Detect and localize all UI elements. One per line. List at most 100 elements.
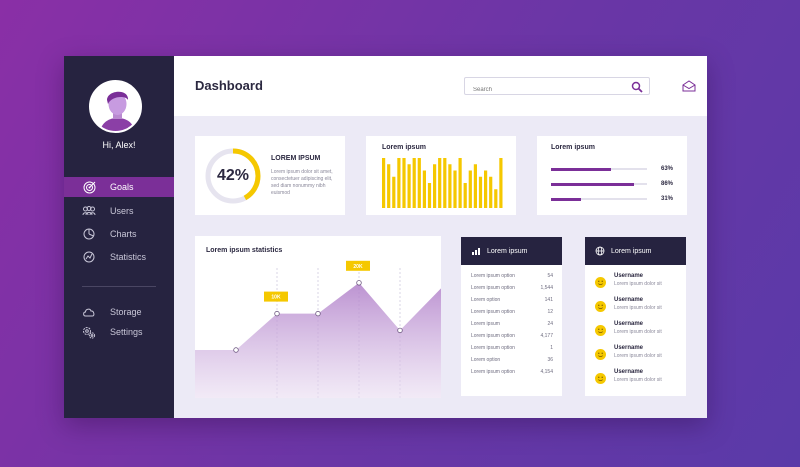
page-title: Dashboard: [195, 78, 263, 93]
data-point[interactable]: [356, 280, 362, 286]
list-item: Lorem ipsum option 4,177: [471, 333, 553, 345]
list-item: Lorem option 36: [471, 357, 553, 369]
header: Dashboard: [174, 56, 707, 116]
card-title: Lorem ipsum statistics: [206, 247, 283, 254]
progress-row: 63%: [551, 164, 691, 174]
list-item-label: Lorem ipsum: [471, 321, 500, 327]
bar: [473, 164, 477, 208]
list-item-value: 54: [547, 273, 553, 279]
list-item-label: Lorem option: [471, 357, 501, 363]
sidebar-item-users[interactable]: Users: [64, 201, 174, 221]
username: Username: [614, 297, 644, 303]
sidebar-item-statistics[interactable]: Statistics: [64, 247, 174, 267]
list-item-value: 36: [547, 357, 553, 363]
progress-fill: [551, 182, 634, 186]
users-panel: Lorem ipsum Username Lorem ipsum dolor si…: [585, 237, 686, 396]
card-title: Lorem ipsum: [551, 144, 595, 151]
list-item-value: 1: [550, 345, 553, 351]
bar-chart-icon: [471, 246, 481, 256]
value-callout: [264, 291, 288, 302]
user-list-item[interactable]: Username Lorem ipsum dolor sit: [595, 367, 695, 389]
bar: [392, 176, 396, 208]
username: Username: [614, 345, 644, 351]
list-item: Lorem ipsum 24: [471, 321, 553, 333]
bar: [448, 164, 452, 208]
progress-row: 31%: [551, 194, 691, 204]
bar: [433, 164, 437, 208]
list-item-value: 24: [547, 321, 553, 327]
area-series: [195, 282, 441, 398]
list-item-label: Lorem ipsum option: [471, 333, 515, 339]
list-item: Lorem ipsum option 12: [471, 309, 553, 321]
bar: [422, 170, 426, 208]
bar: [417, 158, 421, 208]
progress-track: [551, 167, 647, 171]
panel-header: Lorem ipsum: [585, 237, 686, 265]
sidebar-item-charts[interactable]: Charts: [64, 224, 174, 244]
smiley-icon: [595, 371, 606, 384]
list-item-label: Lorem ipsum option: [471, 309, 515, 315]
data-point[interactable]: [274, 310, 280, 317]
list-item-label: Lorem ipsum option: [471, 285, 515, 291]
progress-row: 86%: [551, 179, 691, 189]
sidebar-item-settings[interactable]: Settings: [64, 322, 174, 342]
target-icon: [82, 180, 96, 194]
user-subtitle: Lorem ipsum dolor sit: [614, 281, 662, 287]
user-list-item[interactable]: Username Lorem ipsum dolor sit: [595, 343, 695, 365]
data-point[interactable]: [233, 347, 239, 353]
user-list-item[interactable]: Username Lorem ipsum dolor sit: [595, 319, 695, 341]
search-icon[interactable]: [631, 80, 643, 93]
list-item-label: Lorem ipsum option: [471, 369, 515, 375]
search-input[interactable]: [473, 82, 623, 98]
goal-percent: 42%: [216, 167, 250, 184]
user-subtitle: Lorem ipsum dolor sit: [614, 377, 662, 383]
smiley-icon: [595, 275, 606, 288]
list-panel: Lorem ipsum Lorem ipsum option 54 Lorem ip…: [461, 237, 562, 396]
user-subtitle: Lorem ipsum dolor sit: [614, 305, 662, 311]
bar: [438, 158, 442, 208]
list-item-value: 141: [544, 297, 553, 303]
list-item-label: Lorem ipsum option: [471, 273, 515, 279]
sidebar-item-label: Charts: [110, 229, 137, 239]
statistics-card: Lorem ipsum statistics 10K 20K: [195, 236, 441, 398]
bar: [397, 158, 401, 208]
bar: [407, 164, 411, 208]
goal-description: Lorem ipsum dolor sit amet, consectetuer…: [271, 169, 333, 196]
progress-card: Lorem ipsum 63% 86% 31%: [537, 136, 687, 215]
bar: [499, 158, 503, 208]
data-point[interactable]: [315, 310, 321, 317]
list-item-label: Lorem option: [471, 297, 501, 303]
user-list-item[interactable]: Username Lorem ipsum dolor sit: [595, 295, 695, 317]
list-item-value: 1,544: [540, 285, 553, 291]
card-title: Lorem ipsum: [382, 144, 426, 151]
username: Username: [614, 321, 644, 327]
sidebar-item-label: Users: [110, 206, 134, 216]
bar: [387, 164, 391, 208]
data-point[interactable]: [397, 327, 403, 334]
user-subtitle: Lorem ipsum dolor sit: [614, 329, 662, 335]
sidebar-item-label: Storage: [110, 307, 142, 317]
panel-title: Lorem ipsum: [611, 247, 652, 255]
bar-chart: [382, 158, 503, 208]
bar: [382, 158, 386, 208]
search-box[interactable]: [464, 77, 650, 98]
list-item-value: 4,154: [540, 369, 553, 375]
bar: [458, 158, 462, 208]
progress-value: 86%: [661, 181, 674, 187]
gears-icon: [82, 325, 96, 339]
list-item: Lorem ipsum option 4,154: [471, 369, 553, 381]
bar: [443, 158, 447, 208]
sidebar-item-storage[interactable]: Storage: [64, 302, 174, 322]
mail-icon[interactable]: [682, 79, 696, 92]
bar: [453, 170, 457, 208]
value-callout: [346, 260, 370, 271]
progress-track: [551, 197, 647, 201]
user-list-item[interactable]: Username Lorem ipsum dolor sit: [595, 271, 695, 293]
progress-value: 31%: [661, 196, 674, 202]
avatar[interactable]: [89, 80, 142, 133]
progress-value: 63%: [661, 166, 674, 172]
callout-label: 20K: [353, 264, 363, 270]
sidebar-item-goals[interactable]: Goals: [64, 177, 174, 197]
list-item-value: 12: [547, 309, 553, 315]
list-item: Lorem option 141: [471, 297, 553, 309]
